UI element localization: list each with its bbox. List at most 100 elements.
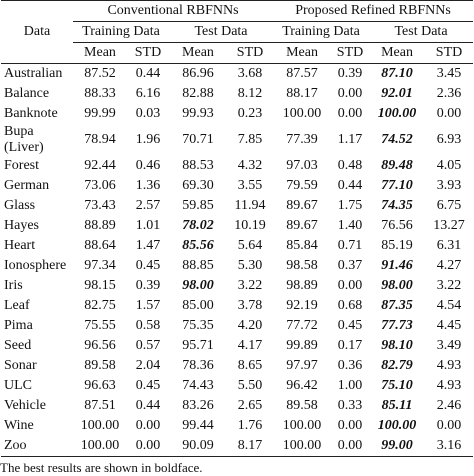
table-row: Sonar 89.58 2.04 78.36 8.65 97.97 0.36 82.79 4.9… xyxy=(1,356,473,376)
value-cell: 0.00 xyxy=(337,106,363,121)
table-row: Glass 73.43 2.57 59.85 11.94 89.67 1.75 74.35 6.… xyxy=(1,196,473,216)
value-cell: 90.09 xyxy=(169,436,227,457)
value-cell: 88.17 xyxy=(286,86,318,101)
value-cell: 99.89 xyxy=(286,338,318,353)
value-cell: 1.01 xyxy=(135,218,161,233)
value-cell: 1.57 xyxy=(135,298,161,313)
dataset-name: Forest xyxy=(4,158,39,173)
value-cell: 59.85 xyxy=(182,198,214,213)
value-cell: 92.01 xyxy=(381,86,413,101)
table-row: Iris 98.15 0.39 98.00 3.22 98.89 0.00 98.00 3.22 xyxy=(1,276,473,296)
table-row: Heart 88.64 1.47 85.56 5.64 85.84 0.71 85.19 6.3… xyxy=(1,236,473,256)
value-cell: 75.55 xyxy=(84,318,116,333)
value-cell: 5.50 xyxy=(237,378,263,393)
table-row: Wine 100.00 0.00 99.44 1.76 100.00 0.00 100.00 0… xyxy=(1,416,473,436)
value-cell: 2.04 xyxy=(135,358,161,373)
value-cell: 100.00 xyxy=(377,418,417,433)
value-cell: 0.45 xyxy=(337,318,363,333)
value-cell: 85.19 xyxy=(381,238,413,253)
value-cell: 0.39 xyxy=(135,278,161,293)
value-cell: 0.71 xyxy=(337,238,363,253)
value-cell: 8.17 xyxy=(227,436,274,457)
value-cell: 79.59 xyxy=(286,178,318,193)
value-cell: 0.58 xyxy=(135,318,161,333)
value-cell: 88.64 xyxy=(84,238,116,253)
stat-header: Mean xyxy=(169,42,227,64)
stat-header: STD xyxy=(425,42,474,64)
value-cell: 6.75 xyxy=(436,198,462,213)
dataset-name: Sonar xyxy=(4,358,37,373)
value-cell: 3.45 xyxy=(436,66,462,81)
value-cell: 98.10 xyxy=(381,338,413,353)
value-cell: 97.97 xyxy=(286,358,318,373)
dataset-name: Vehicle xyxy=(4,398,46,413)
value-cell: 92.19 xyxy=(286,298,318,313)
value-cell: 1.17 xyxy=(337,132,363,147)
value-cell: 0.68 xyxy=(337,298,363,313)
dataset-name: Bupa (Liver) xyxy=(4,124,44,155)
stat-header: STD xyxy=(331,42,370,64)
value-cell: 82.79 xyxy=(381,358,413,373)
table-row: Seed 96.56 0.57 95.71 4.17 99.89 0.17 98.10 3.49 xyxy=(1,336,473,356)
value-cell: 99.00 xyxy=(369,436,426,457)
value-cell: 11.94 xyxy=(234,198,266,213)
table-row: Vehicle 87.51 0.44 83.26 2.65 89.58 0.33 85.11 2… xyxy=(1,396,473,416)
value-cell: 0.23 xyxy=(237,106,263,121)
value-cell: 4.54 xyxy=(436,298,462,313)
value-cell: 8.12 xyxy=(237,86,263,101)
value-cell: 4.05 xyxy=(436,158,462,173)
value-cell: 82.75 xyxy=(84,298,116,313)
dataset-name: Glass xyxy=(4,198,36,213)
dataset-name: Zoo xyxy=(1,436,73,457)
value-cell: 3.16 xyxy=(425,436,474,457)
value-cell: 95.71 xyxy=(182,338,214,353)
results-table: Data Conventional RBFNNs Proposed Refine… xyxy=(1,0,474,457)
table-row: Leaf 82.75 1.57 85.00 3.78 92.19 0.68 87.35 4.54 xyxy=(1,296,473,316)
value-cell: 1.96 xyxy=(135,132,161,147)
value-cell: 92.44 xyxy=(84,158,116,173)
stat-header: STD xyxy=(227,42,274,64)
value-cell: 0.00 xyxy=(331,436,370,457)
value-cell: 3.22 xyxy=(436,278,462,293)
value-cell: 78.02 xyxy=(182,218,214,233)
header-row: Mean STD Mean STD Mean STD Mean STD xyxy=(1,42,474,64)
value-cell: 4.27 xyxy=(436,258,462,273)
value-cell: 3.22 xyxy=(237,278,263,293)
value-cell: 85.11 xyxy=(381,398,413,413)
value-cell: 74.43 xyxy=(182,378,214,393)
table-row: Zoo 100.00 0.00 90.09 8.17 100.00 0.00 99.00 3.1… xyxy=(1,436,474,457)
value-cell: 2.65 xyxy=(237,398,263,413)
value-cell: 70.71 xyxy=(182,132,214,147)
value-cell: 10.19 xyxy=(234,218,266,233)
value-cell: 7.85 xyxy=(237,132,263,147)
value-cell: 1.40 xyxy=(337,218,363,233)
value-cell: 89.67 xyxy=(286,198,318,213)
value-cell: 0.00 xyxy=(337,86,363,101)
value-cell: 100.00 xyxy=(73,436,127,457)
value-cell: 2.57 xyxy=(135,198,161,213)
dataset-name: Ionosphere xyxy=(4,258,67,273)
set-header: Test Data xyxy=(169,21,274,43)
value-cell: 0.17 xyxy=(337,338,363,353)
value-cell: 73.43 xyxy=(84,198,116,213)
dataset-name: Leaf xyxy=(4,298,30,313)
value-cell: 83.26 xyxy=(182,398,214,413)
value-cell: 5.30 xyxy=(237,258,263,273)
value-cell: 0.03 xyxy=(135,106,161,121)
value-cell: 0.46 xyxy=(135,158,161,173)
value-cell: 87.10 xyxy=(381,66,413,81)
value-cell: 1.76 xyxy=(237,418,263,433)
value-cell: 4.45 xyxy=(436,318,462,333)
value-cell: 1.36 xyxy=(135,178,161,193)
value-cell: 86.96 xyxy=(182,66,214,81)
stat-header: Mean xyxy=(273,42,332,64)
value-cell: 96.42 xyxy=(286,378,318,393)
value-cell: 87.57 xyxy=(286,66,318,81)
value-cell: 91.46 xyxy=(381,258,413,273)
value-cell: 78.36 xyxy=(182,358,214,373)
value-cell: 2.36 xyxy=(436,86,462,101)
value-cell: 89.58 xyxy=(84,358,116,373)
footnote: The best results are shown in boldface. xyxy=(0,460,203,475)
value-cell: 4.93 xyxy=(436,358,462,373)
value-cell: 100.00 xyxy=(282,418,322,433)
